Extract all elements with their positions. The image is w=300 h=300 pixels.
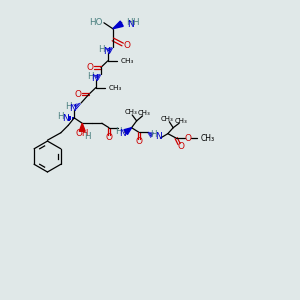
- Text: N: N: [69, 104, 76, 113]
- Text: H: H: [126, 18, 132, 27]
- Text: O: O: [74, 90, 81, 99]
- Text: O: O: [178, 142, 185, 151]
- Text: CH₃: CH₃: [124, 109, 137, 115]
- Text: O: O: [135, 137, 142, 146]
- Text: O: O: [123, 41, 130, 50]
- Text: CH₃: CH₃: [175, 118, 188, 124]
- Text: H: H: [58, 112, 64, 121]
- Text: N: N: [155, 132, 162, 141]
- Text: HO: HO: [89, 18, 102, 27]
- Polygon shape: [79, 123, 85, 131]
- Text: CH₃: CH₃: [120, 58, 134, 64]
- Text: CH₃: CH₃: [161, 116, 174, 122]
- Text: H: H: [98, 45, 105, 54]
- Text: O: O: [86, 63, 93, 72]
- Text: N: N: [91, 74, 98, 83]
- Polygon shape: [124, 128, 132, 134]
- Text: O: O: [106, 133, 112, 142]
- Text: O: O: [184, 134, 191, 142]
- Text: H: H: [87, 72, 93, 81]
- Text: H: H: [84, 132, 91, 141]
- Text: H: H: [151, 130, 157, 139]
- Text: CH₃: CH₃: [138, 110, 150, 116]
- Text: CH₃: CH₃: [108, 85, 122, 91]
- Polygon shape: [113, 21, 123, 29]
- Text: H: H: [65, 101, 72, 110]
- Text: N: N: [103, 47, 110, 56]
- Text: N: N: [127, 20, 134, 29]
- Text: N: N: [119, 129, 126, 138]
- Text: OH: OH: [76, 130, 89, 139]
- Text: H: H: [132, 18, 139, 27]
- Text: CH₃: CH₃: [201, 134, 215, 142]
- Text: H: H: [115, 127, 122, 136]
- Text: N: N: [62, 114, 69, 123]
